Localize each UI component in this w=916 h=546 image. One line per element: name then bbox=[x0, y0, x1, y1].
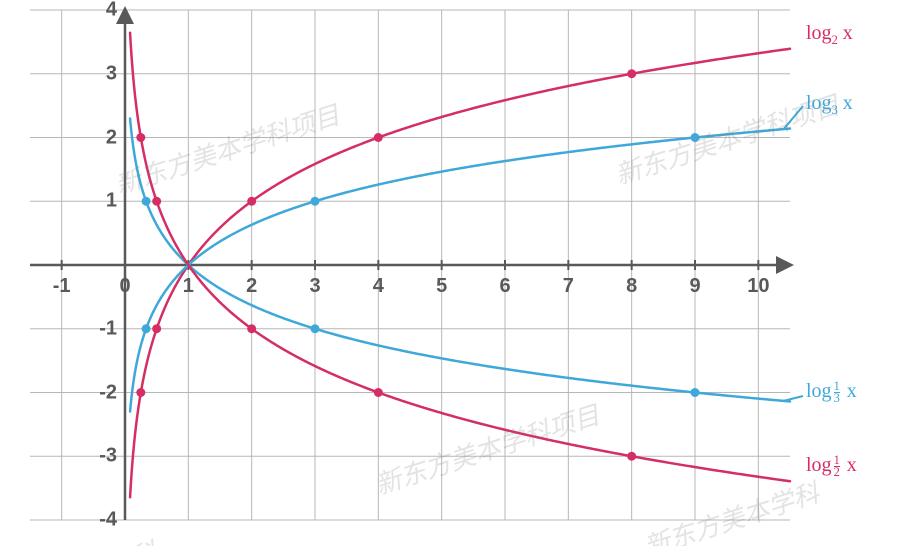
marker-log2 bbox=[627, 69, 636, 78]
ytick-label: 4 bbox=[106, 0, 117, 22]
curve-label-log_1_2: log12 x bbox=[806, 454, 857, 478]
xtick-label: 1 bbox=[183, 275, 194, 298]
marker-log_1_2 bbox=[152, 197, 161, 206]
curve-log_1_2 bbox=[130, 33, 790, 482]
curve-label-log3: log3 x bbox=[806, 92, 853, 115]
xtick-label: -1 bbox=[53, 275, 71, 298]
marker-log_1_3 bbox=[311, 324, 320, 333]
ytick-label: 3 bbox=[106, 62, 117, 85]
curve-log_1_3 bbox=[130, 118, 790, 401]
curve-log2 bbox=[130, 49, 790, 498]
xtick-label: 10 bbox=[747, 275, 769, 298]
xtick-label: 8 bbox=[626, 275, 637, 298]
curve-log3 bbox=[130, 129, 790, 412]
xtick-label: 7 bbox=[563, 275, 574, 298]
xtick-label: 3 bbox=[309, 275, 320, 298]
marker-log2 bbox=[374, 133, 383, 142]
ytick-label: 1 bbox=[106, 190, 117, 213]
marker-log_1_3 bbox=[142, 197, 151, 206]
ytick-label: -3 bbox=[99, 445, 117, 468]
marker-log_1_2 bbox=[136, 133, 145, 142]
curve-label-log2: log2 x bbox=[806, 22, 853, 45]
marker-log_1_3 bbox=[691, 388, 700, 397]
marker-log2 bbox=[247, 197, 256, 206]
ytick-label: -1 bbox=[99, 317, 117, 340]
xtick-label: 2 bbox=[246, 275, 257, 298]
xtick-label: 4 bbox=[373, 275, 384, 298]
marker-log3 bbox=[311, 197, 320, 206]
marker-log3 bbox=[142, 324, 151, 333]
log-chart: -1012345678910-4-3-2-11234log2 xlog3 xlo… bbox=[0, 0, 916, 546]
marker-log_1_2 bbox=[374, 388, 383, 397]
xtick-label: 5 bbox=[436, 275, 447, 298]
marker-log3 bbox=[691, 133, 700, 142]
ytick-label: 2 bbox=[106, 126, 117, 149]
ytick-label: -2 bbox=[99, 381, 117, 404]
xtick-label: 9 bbox=[689, 275, 700, 298]
marker-log_1_2 bbox=[247, 324, 256, 333]
marker-log_1_2 bbox=[627, 452, 636, 461]
xtick-label: 6 bbox=[499, 275, 510, 298]
xtick-label: 0 bbox=[119, 275, 130, 298]
marker-log2 bbox=[136, 388, 145, 397]
marker-log2 bbox=[152, 324, 161, 333]
ytick-label: -4 bbox=[99, 509, 117, 532]
curve-label-log_1_3: log13 x bbox=[806, 380, 857, 404]
